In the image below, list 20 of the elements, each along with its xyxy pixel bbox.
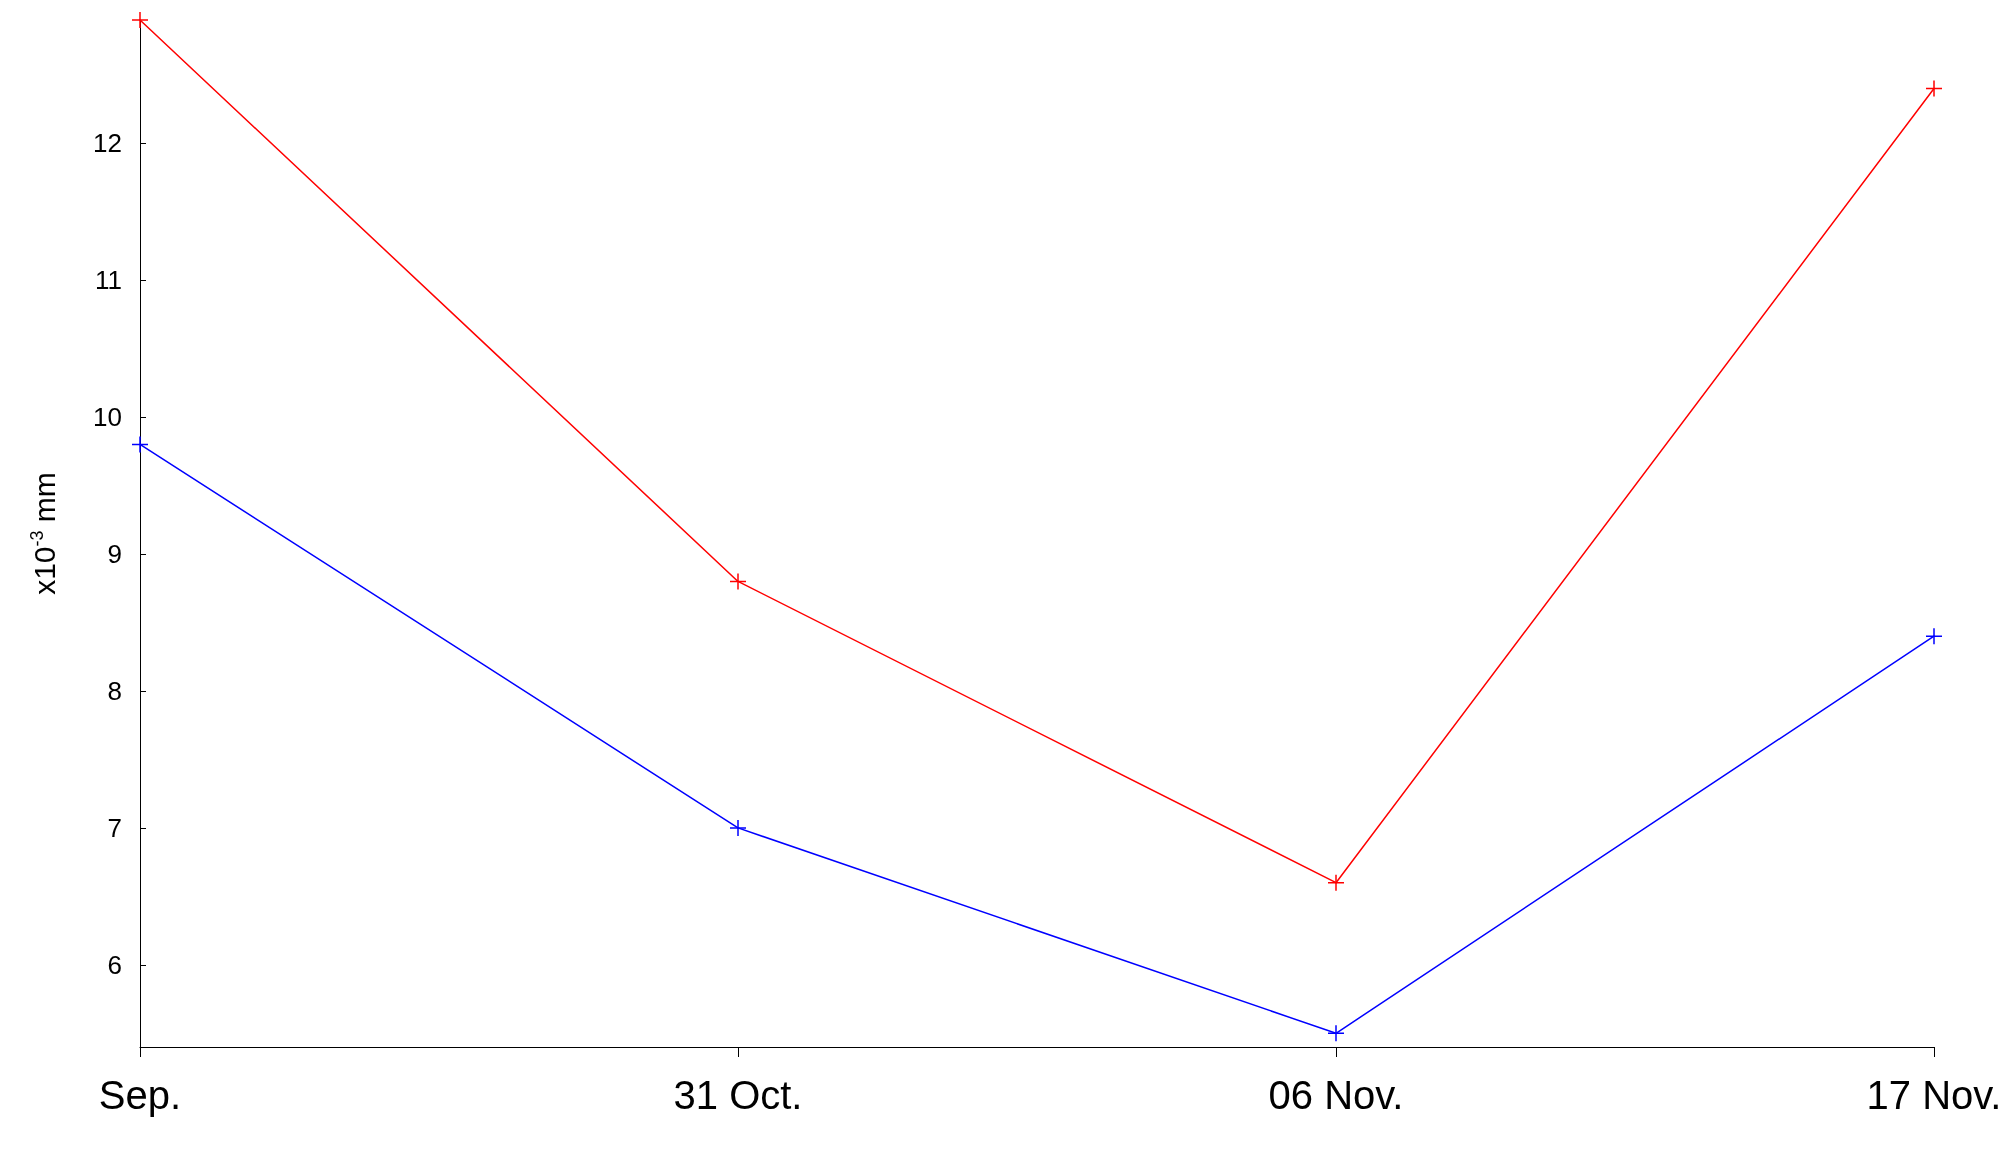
y-tick-label: 11 xyxy=(95,265,122,296)
y-tick-label: 10 xyxy=(93,402,122,433)
point xyxy=(729,819,747,837)
x-tick-label: Sep. xyxy=(98,1073,182,1117)
y-axis-title: x10-3 mm xyxy=(27,472,61,595)
y-tick-label: 12 xyxy=(93,128,122,159)
point xyxy=(1327,873,1345,892)
x-tick-label: 06 Nov. xyxy=(1268,1073,1404,1117)
y-tick-label: 6 xyxy=(107,949,122,980)
point xyxy=(131,435,149,454)
point xyxy=(1925,79,1943,98)
x-tick-label: 17 Nov. xyxy=(1866,1073,2002,1117)
point xyxy=(1925,627,1943,645)
point xyxy=(1327,1024,1345,1043)
point xyxy=(729,572,747,591)
point xyxy=(131,11,149,29)
y-tick-label: 9 xyxy=(107,539,122,570)
y-tick-label: 8 xyxy=(107,675,122,706)
x-tick-label: 31 Oct. xyxy=(673,1073,803,1117)
y-tick-label: 7 xyxy=(107,812,122,843)
